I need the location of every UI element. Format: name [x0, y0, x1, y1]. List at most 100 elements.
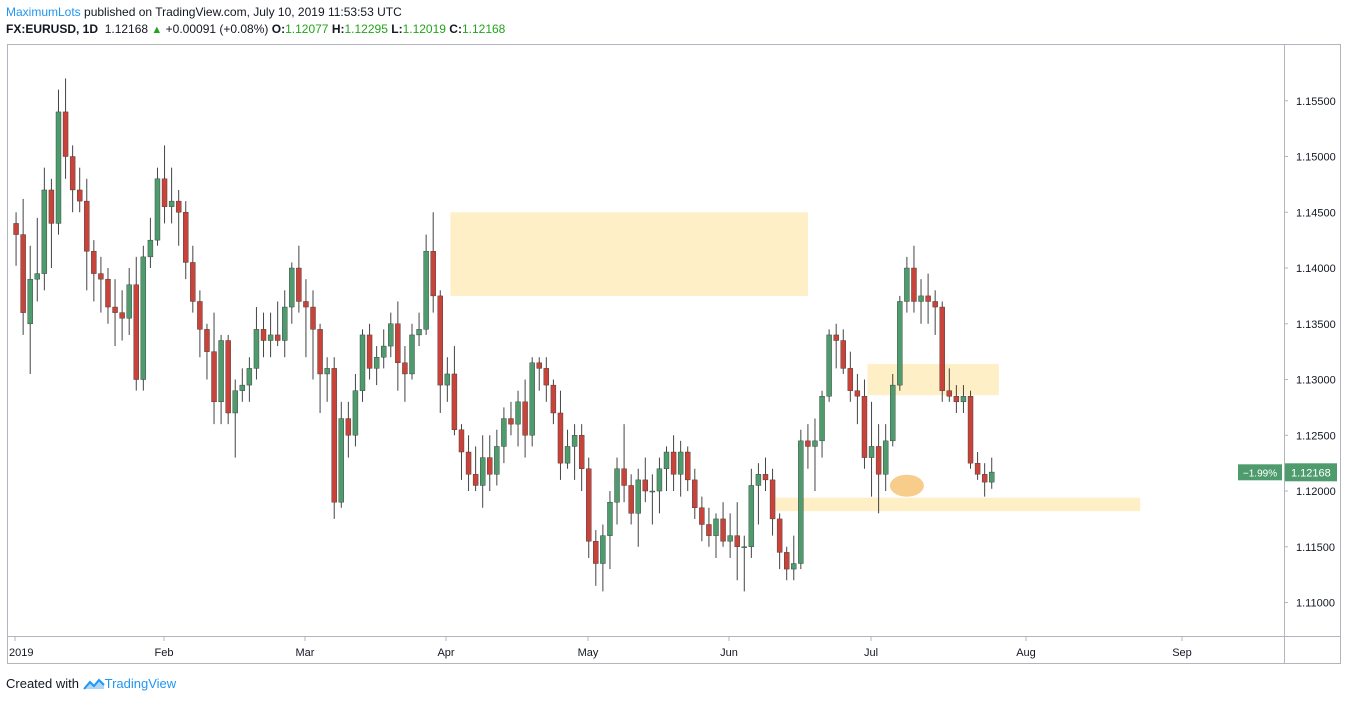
x-tick-label: May: [578, 647, 599, 659]
candle-body: [515, 401, 521, 425]
candle-body: [41, 189, 48, 274]
candle-body: [98, 273, 104, 280]
candle-body: [508, 418, 514, 425]
candle-body: [444, 373, 451, 386]
candle-body: [699, 507, 705, 525]
candle-body: [536, 362, 542, 369]
candle-body: [260, 329, 267, 341]
candle-body: [175, 200, 182, 213]
candle-body: [13, 223, 19, 235]
candle-body: [649, 490, 656, 493]
candle-body: [331, 368, 337, 503]
x-tick-label: Mar: [296, 647, 315, 659]
candle-body: [529, 362, 535, 436]
symbol-legend: FX:EURUSD, 1D 1.12168 ▲ +0.00091 (+0.08%…: [6, 22, 505, 36]
candle-body: [791, 563, 797, 570]
candle-body: [706, 524, 712, 536]
candle-body: [267, 334, 274, 341]
candle-body: [324, 368, 330, 375]
candle-body: [168, 200, 175, 207]
footer: Created with TradingView: [6, 676, 176, 691]
low-label: L:: [391, 22, 403, 36]
candle-body: [543, 368, 550, 386]
candle-body: [989, 471, 995, 483]
candle-body: [154, 178, 161, 241]
chart-frame[interactable]: [7, 44, 1341, 664]
candle-body: [812, 440, 818, 447]
candle-body: [359, 334, 366, 391]
candle-body: [550, 384, 557, 414]
candle-body: [925, 295, 931, 302]
candle-body: [253, 329, 260, 369]
candle-body: [621, 468, 627, 486]
supply-demand-zone: [450, 212, 808, 296]
candle-body: [218, 340, 224, 403]
tradingview-logo-icon: [82, 678, 105, 690]
low-value: 1.12019: [402, 22, 446, 36]
candle-body: [720, 518, 726, 542]
candle-body: [974, 462, 981, 475]
y-tick-label: 1.15500: [1296, 96, 1336, 108]
percent-tag-bg: [1238, 464, 1282, 481]
y-tick-label: 1.14000: [1296, 263, 1336, 275]
open-label: O:: [271, 22, 286, 36]
y-tick-label: 1.14500: [1296, 207, 1336, 219]
x-tick-label: Aug: [1016, 647, 1036, 659]
candle-body: [423, 251, 429, 330]
candle-body: [564, 446, 571, 464]
candle-body: [819, 396, 825, 442]
x-tick-label: 2019: [9, 647, 33, 659]
candle-body: [798, 440, 804, 564]
y-tick-label: 1.13000: [1296, 375, 1336, 387]
candle-body: [352, 390, 359, 436]
candle-body: [345, 418, 352, 436]
candle-body: [296, 267, 302, 302]
candle-body: [232, 390, 238, 414]
candle-body: [904, 267, 910, 302]
candle-body: [147, 239, 154, 258]
candle-body: [225, 340, 231, 414]
candle-body: [776, 518, 783, 553]
candle-body: [727, 535, 733, 542]
candle-body: [614, 468, 620, 503]
candle-body: [20, 234, 26, 313]
candle-body: [656, 468, 663, 492]
tradingview-brand[interactable]: TradingView: [104, 676, 177, 691]
candle-body: [161, 178, 168, 207]
candle-body: [239, 384, 246, 391]
candle-body: [854, 390, 861, 397]
candle-body: [522, 401, 528, 436]
candle-body: [84, 200, 90, 252]
candle-body: [607, 501, 613, 536]
candle-body: [317, 329, 323, 375]
candle-body: [183, 212, 189, 263]
candle-body: [861, 396, 868, 458]
candle-body: [734, 535, 740, 547]
candle-body: [762, 474, 769, 481]
candle-body: [946, 390, 953, 397]
candle-body: [578, 435, 585, 469]
candle-body: [847, 368, 854, 391]
candle-body: [289, 267, 295, 308]
candle-body: [105, 278, 111, 308]
candle-body: [416, 329, 422, 336]
candle-body: [868, 446, 875, 458]
candle-body: [939, 306, 945, 391]
candle-body: [310, 306, 316, 330]
candle-body: [338, 418, 344, 503]
candle-body: [246, 368, 253, 386]
candle-body: [501, 418, 507, 447]
candle-body: [769, 479, 776, 520]
candle-body: [76, 189, 83, 202]
candle-body: [685, 451, 691, 481]
candle-body: [126, 284, 132, 319]
published-text: published on TradingView.com, July 10, 2…: [80, 5, 402, 19]
candle-body: [458, 429, 465, 453]
candle-body: [282, 306, 288, 341]
price-change: +0.00091 (+0.08%): [165, 22, 269, 36]
candle-body: [670, 451, 677, 475]
candle-body: [981, 474, 988, 483]
author-link[interactable]: MaximumLots: [6, 5, 81, 19]
x-tick-label: Jun: [720, 647, 738, 659]
